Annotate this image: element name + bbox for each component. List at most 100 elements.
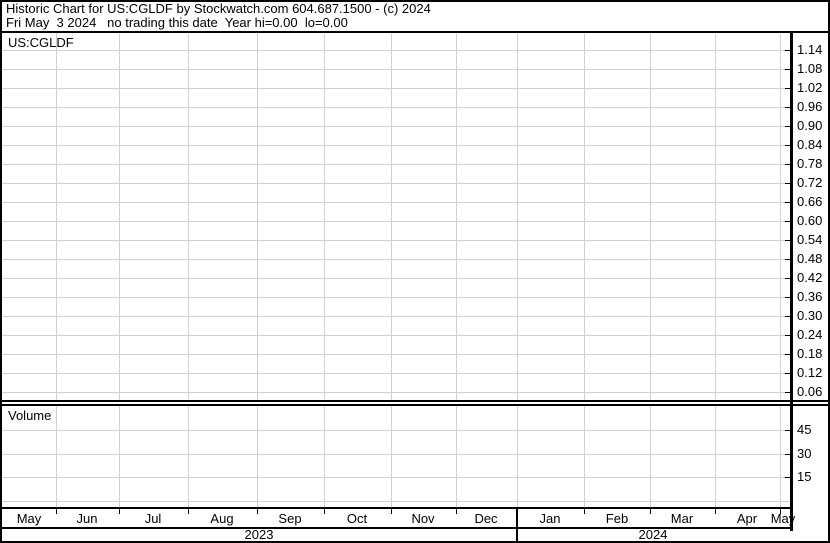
- price-axis-tick-label: 0.90: [797, 118, 823, 133]
- volume-plot-area: Volume: [2, 406, 790, 507]
- symbol-label: US:CGLDF: [8, 35, 74, 50]
- price-horizontal-gridline: [2, 335, 790, 336]
- price-horizontal-gridline: [2, 50, 790, 51]
- price-axis-tick-label: 0.12: [797, 365, 823, 380]
- price-axis-tickmark: [785, 50, 790, 51]
- price-vertical-gridline: [517, 33, 518, 400]
- price-axis-tickmark: [785, 240, 790, 241]
- price-axis-tickmark: [785, 335, 790, 336]
- month-boundary-tick: [650, 509, 651, 514]
- price-horizontal-gridline: [2, 164, 790, 165]
- volume-horizontal-gridline: [2, 501, 790, 502]
- month-label: Feb: [605, 511, 629, 526]
- price-axis-tick-label: 0.24: [797, 327, 823, 342]
- price-horizontal-gridline: [2, 69, 790, 70]
- month-label: Jun: [76, 511, 98, 526]
- volume-vertical-gridline: [584, 406, 585, 507]
- volume-horizontal-gridline: [2, 430, 790, 431]
- volume-vertical-gridline: [391, 406, 392, 507]
- volume-vertical-gridline: [650, 406, 651, 507]
- price-horizontal-gridline: [2, 221, 790, 222]
- month-boundary-tick: [456, 509, 457, 514]
- price-axis-tickmark: [785, 373, 790, 374]
- volume-axis-tickmark: [785, 477, 790, 478]
- price-axis-tickmark: [785, 164, 790, 165]
- price-horizontal-gridline: [2, 145, 790, 146]
- price-axis-tickmark: [785, 88, 790, 89]
- price-vertical-gridline: [715, 33, 716, 400]
- volume-axis-tick-label: 30: [797, 445, 812, 461]
- month-label: Mar: [670, 511, 694, 526]
- year-divider-line: [516, 509, 518, 541]
- price-horizontal-gridline: [2, 259, 790, 260]
- month-boundary-tick: [188, 509, 189, 514]
- volume-vertical-gridline: [119, 406, 120, 507]
- price-vertical-gridline: [119, 33, 120, 400]
- volume-axis-tick-label: 45: [797, 422, 812, 437]
- volume-axis-tickmark: [785, 454, 790, 455]
- price-axis-tick-label: 0.06: [797, 384, 823, 399]
- month-label: Aug: [210, 511, 234, 526]
- month-boundary-tick: [780, 509, 781, 514]
- price-axis-tick-label: 0.30: [797, 308, 823, 323]
- month-axis-band: [2, 509, 793, 527]
- price-volume-separator-top: [2, 400, 828, 402]
- price-axis-tick-label: 0.66: [797, 194, 823, 209]
- price-horizontal-gridline: [2, 183, 790, 184]
- month-label: May: [770, 511, 796, 526]
- volume-vertical-gridline: [715, 406, 716, 507]
- price-horizontal-gridline: [2, 354, 790, 355]
- chart-header-title: Historic Chart for US:CGLDF by Stockwatc…: [6, 1, 431, 16]
- price-vertical-gridline: [188, 33, 189, 400]
- month-boundary-tick: [119, 509, 120, 514]
- price-axis-tick-label: 0.96: [797, 99, 823, 114]
- volume-vertical-gridline: [188, 406, 189, 507]
- month-boundary-tick: [324, 509, 325, 514]
- year-label: 2024: [638, 527, 668, 542]
- month-boundary-tick: [715, 509, 716, 514]
- price-horizontal-gridline: [2, 392, 790, 393]
- price-axis-tickmark: [785, 392, 790, 393]
- volume-vertical-gridline: [56, 406, 57, 507]
- price-vertical-gridline: [780, 33, 781, 400]
- month-label: Jan: [539, 511, 561, 526]
- price-horizontal-gridline: [2, 278, 790, 279]
- month-label: Nov: [411, 511, 435, 526]
- price-horizontal-gridline: [2, 373, 790, 374]
- price-axis-tickmark: [785, 354, 790, 355]
- volume-horizontal-gridline: [2, 477, 790, 479]
- month-band-bottom-line: [2, 527, 793, 529]
- price-axis-tickmark: [785, 202, 790, 203]
- month-label: Dec: [474, 511, 498, 526]
- price-axis-tickmark: [785, 107, 790, 108]
- plot-right-border: [790, 33, 793, 531]
- price-axis-tickmark: [785, 126, 790, 127]
- price-axis-tick-label: 0.84: [797, 137, 823, 152]
- price-axis-tick-label: 1.08: [797, 61, 823, 76]
- price-horizontal-gridline: [2, 297, 790, 298]
- volume-vertical-gridline: [456, 406, 457, 507]
- price-axis-tick-label: 0.54: [797, 232, 823, 247]
- price-axis-tick-label: 0.42: [797, 270, 823, 285]
- price-horizontal-gridline: [2, 107, 790, 108]
- price-axis-tick-label: 1.14: [797, 42, 823, 57]
- month-label: May: [16, 511, 42, 526]
- price-axis-tickmark: [785, 278, 790, 279]
- price-axis-tick-label: 0.48: [797, 251, 823, 266]
- price-vertical-gridline: [391, 33, 392, 400]
- price-axis-tick-label: 0.72: [797, 175, 823, 190]
- volume-vertical-gridline: [517, 406, 518, 507]
- year-label: 2023: [244, 527, 274, 542]
- volume-label: Volume: [8, 408, 52, 423]
- volume-vertical-gridline: [324, 406, 325, 507]
- price-axis-tickmark: [785, 297, 790, 298]
- month-boundary-tick: [257, 509, 258, 514]
- price-axis-tick-label: 0.60: [797, 213, 823, 228]
- price-axis-tick-label: 1.02: [797, 80, 823, 95]
- price-vertical-gridline: [584, 33, 585, 400]
- header-separator-line: [2, 31, 828, 33]
- price-axis-tickmark: [785, 183, 790, 184]
- price-horizontal-gridline: [2, 316, 790, 317]
- price-axis-tickmark: [785, 69, 790, 70]
- price-axis-tick-label: 0.78: [797, 156, 823, 171]
